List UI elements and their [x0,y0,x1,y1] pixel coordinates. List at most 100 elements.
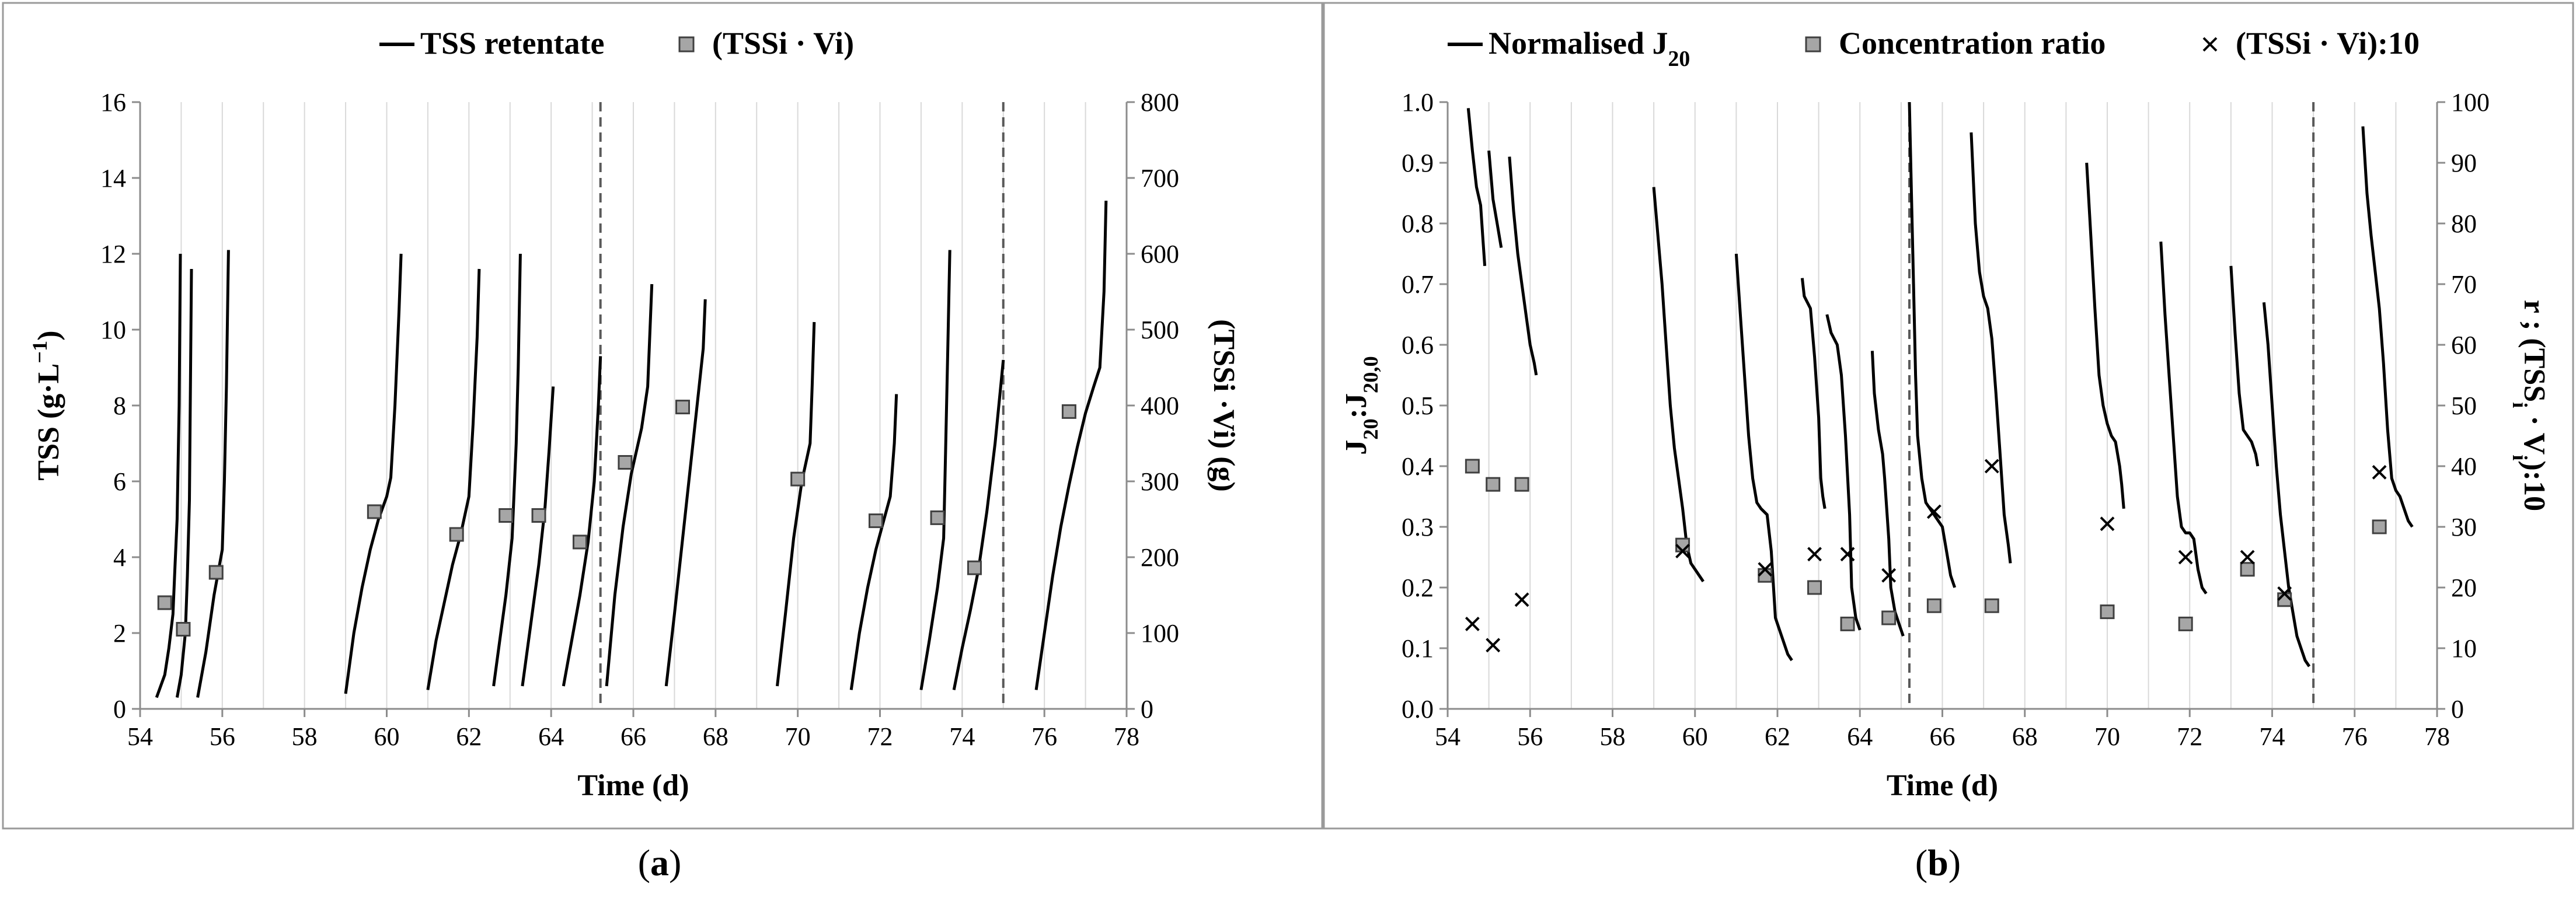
x-marker-stroke [1984,459,1999,474]
x-axis-title-b: Time (d) [1887,769,1998,802]
concentration-ratio-point-b [2178,616,2193,631]
tssi-vi-10-point-b [1926,504,1941,519]
legend-label: (TSSi · Vi):10 [2236,26,2420,61]
series-line-segment-a [664,299,707,687]
x-marker-stroke [2240,550,2255,565]
y-left-tick-label-b: 0.2 [1402,574,1434,602]
x-tick-label-a: 74 [949,722,975,751]
x-axis-title-a: Time (d) [577,769,689,802]
series-line-segment-b [2262,302,2311,667]
y-left-tick-label-a: 6 [113,467,126,496]
panel-b-frame [1323,2,2574,830]
y-right-tick-label-a: 100 [1141,619,1179,648]
x-marker-stroke [2372,464,2387,480]
x-marker-stroke [1840,547,1855,562]
series-line-segment-b [2361,126,2414,528]
x-marker-stroke [1514,592,1529,607]
tssi-vi-point-a [618,455,633,470]
tssi-vi-10-point-b [2240,550,2255,565]
x-marker-stroke [2202,37,2218,52]
tssi-vi-point-a [675,400,690,415]
y-left-tick-label-a: 8 [113,391,126,420]
y-right-tick-label-a: 0 [1141,695,1153,723]
x-tick-label-a: 76 [1031,722,1057,751]
x-marker-stroke [1675,544,1690,559]
x-marker-stroke [1807,547,1822,562]
x-tick-label-b: 74 [2260,722,2285,751]
x-marker-stroke [2277,586,2292,601]
legend-x-swatch [2202,37,2218,52]
x-tick-label-b: 72 [2177,722,2202,751]
series-line-segment-b [1487,150,1503,249]
legend-square-swatch [678,36,695,53]
x-tick-label-a: 72 [867,722,893,751]
legend-a: TSS retentate (TSSi · Vi) [379,26,854,61]
x-tick-label-b: 66 [1930,722,1955,751]
tssi-vi-point-a [208,565,224,580]
x-tick-label-a: 78 [1114,722,1139,751]
y-right-tick-label-a: 300 [1141,467,1179,496]
y-left-tick-label-b: 0.7 [1402,270,1434,299]
y-left-tick-label-b: 0.9 [1402,149,1434,177]
y-right-tick-label-a: 200 [1141,543,1179,572]
x-tick-label-b: 60 [1682,722,1708,751]
x-tick-label-b: 54 [1435,722,1460,751]
y-axis-right-title-a: (TSSi ·Vi) (g) [1207,319,1240,492]
y-axis-right-title-b: r ; (TSSi · Vi):10 [2508,300,2551,511]
tssi-vi-10-point-b [1984,459,1999,474]
x-tick-label-b: 78 [2424,722,2450,751]
x-tick-label-a: 54 [127,722,153,751]
tssi-vi-10-point-b [2277,586,2292,601]
x-marker-stroke [1881,568,1897,583]
y-right-tick-label-b: 0 [2451,695,2464,723]
concentration-ratio-point-b [1926,598,1941,613]
series-line-segment-a [492,253,522,687]
tssi-vi-point-a [499,508,514,523]
legend-label: (TSSi · Vi) [712,26,854,61]
y-right-tick-label-a: 700 [1141,164,1179,193]
tssi-vi-point-a [1061,404,1076,419]
y-right-tick-label-b: 40 [2451,452,2477,481]
series-line-segment-a [175,268,193,698]
x-tick-label-b: 62 [1765,722,1790,751]
y-left-tick-label-b: 0.3 [1402,513,1434,541]
concentration-ratio-point-b [1486,477,1501,492]
y-right-tick-label-a: 400 [1141,391,1179,420]
concentration-ratio-point-b [1807,580,1822,595]
series-line-segment-a [605,284,654,687]
panel-b-chart: 54 56 58 60 62 64 66 68 70 72 74 76 78 0.0 0.1 0.2 0.3 0.… [1323,2,2574,883]
y-left-tick-label-a: 14 [100,164,126,193]
series-line-segment-b [1870,351,1905,637]
y-left-tick-label-a: 10 [100,316,126,344]
legend-label: Concentration ratio [1839,26,2106,61]
tssi-vi-point-a [967,560,982,575]
x-tick-label-b: 70 [2094,722,2120,751]
y-left-tick-label-b: 0.1 [1402,634,1434,663]
legend-label: TSS retentate [420,26,604,61]
y-right-tick-label-a: 500 [1141,316,1179,344]
y-right-tick-label-a: 800 [1141,88,1179,117]
y-right-tick-label-b: 10 [2451,634,2477,663]
series-line-segment-b [2229,265,2260,467]
x-marker-stroke [1758,562,1773,577]
concentration-ratio-point-b [2100,604,2115,620]
concentration-ratio-point-b [2372,519,2387,534]
y-left-tick-label-b: 0.4 [1402,452,1434,481]
y-left-tick-label-a: 12 [100,240,126,268]
series-line-segment-a [1034,200,1108,690]
tssi-vi-10-point-b [1465,616,1480,631]
y-right-tick-label-b: 20 [2451,574,2477,602]
series-line-segment-a [849,394,898,690]
series-line-segment-a [196,250,230,698]
concentration-ratio-point-b [1465,459,1480,474]
tssi-vi-10-point-b [1675,544,1690,559]
concentration-ratio-point-b [2240,562,2255,577]
concentration-ratio-point-b [1514,477,1529,492]
tssi-vi-point-a [930,510,945,525]
series-line-segment-b [1734,253,1793,662]
panel-a-chart: 54 56 58 60 62 64 66 68 70 72 74 76 7802468101214160… [2,2,1323,883]
tssi-vi-10-point-b [1514,592,1529,607]
tssi-vi-10-point-b [2178,550,2193,565]
tssi-vi-10-point-b [1840,547,1855,562]
